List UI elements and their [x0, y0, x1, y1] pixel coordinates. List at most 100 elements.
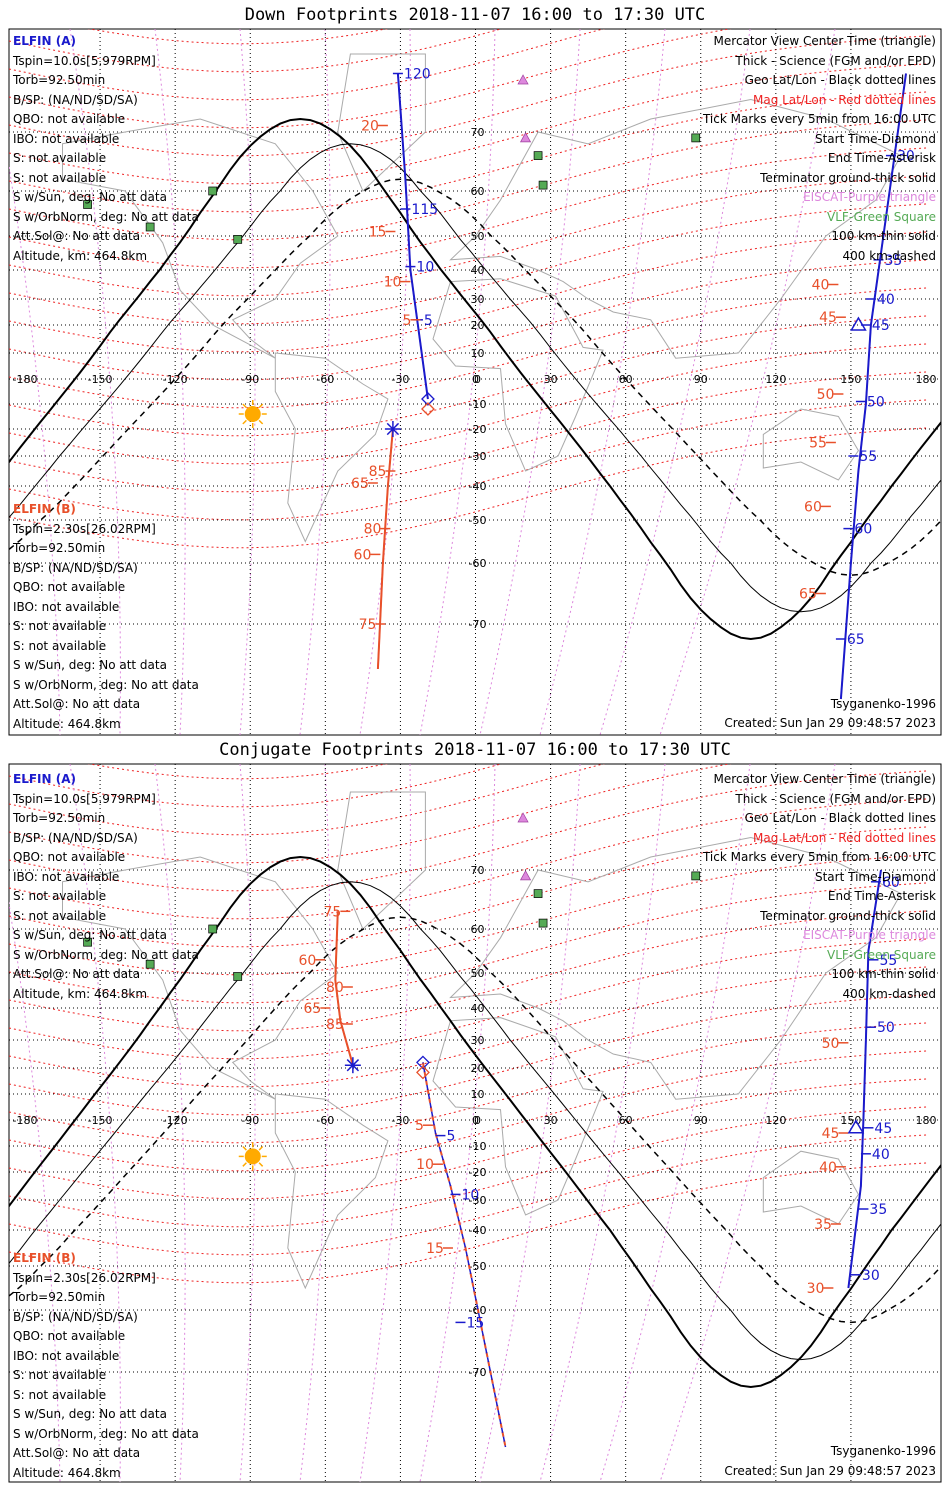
info-line: End Time-Asterisk: [827, 151, 936, 165]
x-tick-label: -30: [391, 373, 409, 386]
vlf-square-icon: [538, 918, 548, 928]
info-line: Torb=92.50min: [13, 541, 106, 555]
y-tick-label: 40: [471, 1002, 485, 1015]
mag-lon-line: [69, 764, 121, 1482]
info-line: Torb=92.50min: [13, 811, 106, 825]
elfin-a-lines: Tspin=10.0s[5.979RPM] Torb=92.50min B/SP: …: [13, 790, 199, 1005]
info-line: QBO: not available: [13, 112, 126, 126]
mag-lon-line: [479, 764, 581, 1482]
mag-lat-line: [9, 29, 503, 73]
mag-lon-line: [539, 29, 666, 735]
mag-lon-line: [359, 29, 411, 735]
info-line: S: not available: [13, 1387, 107, 1402]
mag-lon-line: [239, 764, 256, 1482]
x-tick-label: -150: [88, 373, 113, 386]
info-line: EISCAT-Purple triangle: [803, 190, 936, 204]
legend-down: Mercator View Center Time (triangle) Thic…: [703, 32, 936, 266]
sun-ray: [258, 1145, 264, 1151]
x-tick-label: 120: [765, 1114, 786, 1127]
track-tick-label: 15: [466, 1315, 484, 1331]
terminator: [9, 117, 941, 641]
info-line: B/SP: (NA/ND/SD/SA): [13, 1309, 138, 1324]
terminator-400km-line: [9, 178, 941, 576]
elfin-b-info-conj: ELFIN (B) Tspin=2.30s[26.02RPM] Torb=92.5…: [13, 1249, 199, 1483]
mag-lon-grid: [9, 29, 836, 735]
eiscat-triangle-icon: [519, 870, 532, 881]
info-line: Start Time-Diamond: [814, 869, 936, 884]
x-tick-label: 60: [619, 1114, 633, 1127]
geo-grid: [9, 29, 941, 735]
markers: [83, 812, 865, 1171]
track-tick-label: 75: [324, 904, 342, 920]
continent-outline: [274, 1093, 389, 1290]
mag-lat-line: [9, 764, 503, 808]
sun-ray: [242, 1145, 247, 1151]
y-tick-label: -50: [469, 1260, 487, 1273]
track-tick-label: 60: [882, 875, 900, 891]
info-line: End Time-Asterisk: [827, 889, 936, 903]
track-tick-label: 115: [411, 202, 438, 218]
info-line: S w/Sun, deg: No att data: [13, 190, 167, 204]
sun-ray: [258, 403, 264, 409]
x-tick-label: -150: [88, 1114, 113, 1127]
track-tick-label: 10: [416, 1157, 434, 1173]
track-tick-label: 35: [869, 1202, 887, 1218]
info-line: B/SP: (NA/ND/SD/SA): [13, 92, 138, 107]
track-tick-label: 65: [304, 1001, 322, 1017]
info-line: Terminator ground-thick solid: [760, 908, 936, 923]
mag-lon-line: [69, 29, 121, 735]
vlf-square-icon: [533, 889, 543, 898]
x-tick-label: 60: [619, 373, 633, 386]
elfin-a-lines: Tspin=10.0s[5.979RPM] Torb=92.50min B/SP: …: [13, 52, 199, 267]
start-diamond-icon: [416, 1055, 430, 1070]
y-tick-label: 70: [471, 864, 485, 877]
x-tick-label: -60: [316, 1114, 334, 1127]
y-tick-label: -10: [469, 1140, 487, 1153]
info-line: VLF-Green Square: [827, 947, 936, 962]
info-line: Att.Sol@: No att data: [13, 1446, 141, 1460]
elfin-b-header: ELFIN (B): [13, 1251, 76, 1265]
track-tick-label: 65: [351, 476, 369, 492]
orbit-tracks: 5101575808560555045403530504540353060655…: [298, 869, 900, 1448]
mag-lon-line: [154, 29, 186, 735]
vlf-square-icon: [208, 186, 218, 196]
legend-conj: Mercator View Center Time (triangle) Thic…: [703, 770, 936, 1004]
terminator-400km-line: [9, 916, 941, 1324]
info-line: 400 km-dashed: [842, 248, 936, 263]
track-tick-label: 45: [822, 1126, 840, 1142]
axis-labels: -180 -150 -120 -90 -60 -30 0 30 60 90 120 150 180 70 6…: [13, 126, 937, 631]
track-line: [839, 73, 907, 700]
info-line: S w/OrbNorm, deg: No att data: [13, 947, 199, 962]
y-tick-label: 10: [471, 1088, 485, 1101]
info-line: Tick Marks every 5min from 16:00 UTC: [702, 112, 936, 126]
mag-lon-line: [239, 29, 256, 735]
track-tick-label: 80: [364, 522, 382, 538]
info-line: S: not available: [13, 619, 107, 633]
sun-icon: [244, 1148, 261, 1165]
track-tick-label: 60: [298, 953, 316, 969]
mag-lon-line: [419, 29, 496, 735]
mag-lat-line: [9, 764, 732, 864]
mag-lat-line: [87, 764, 388, 780]
track-tick-label: 65: [799, 587, 817, 603]
info-line: Tick Marks every 5min from 16:00 UTC: [702, 850, 936, 864]
y-tick-label: -60: [469, 557, 487, 570]
info-line: Altitude, km: 464.8km: [13, 986, 148, 1001]
info-line: IBO: not available: [13, 869, 120, 884]
track-tick-label: 55: [859, 449, 877, 465]
info-line: Mercator View Center Time (triangle): [713, 34, 936, 48]
track-tick-label: 55: [809, 436, 827, 452]
continent-outline: [432, 1017, 604, 1216]
track-tick-label: 15: [369, 225, 387, 241]
track-tick-label: 5: [403, 313, 412, 329]
x-tick-label: 150: [840, 373, 861, 386]
y-tick-label: 70: [471, 126, 485, 139]
y-tick-label: 0: [474, 1114, 481, 1127]
info-line: Thick - Science (FGM and/or EPD): [735, 791, 936, 806]
x-tick-label: -120: [163, 373, 188, 386]
map-panel-conjugate: -180 -150 -120 -90 -60 -30 0 30 60 90 120 150 180 70 6…: [8, 763, 942, 1483]
y-tick-label: -20: [469, 1166, 487, 1179]
info-line: VLF-Green Square: [827, 209, 936, 224]
info-line: Thick - Science (FGM and/or EPD): [735, 53, 936, 68]
info-line: Att.Sol@: No att data: [13, 697, 141, 711]
